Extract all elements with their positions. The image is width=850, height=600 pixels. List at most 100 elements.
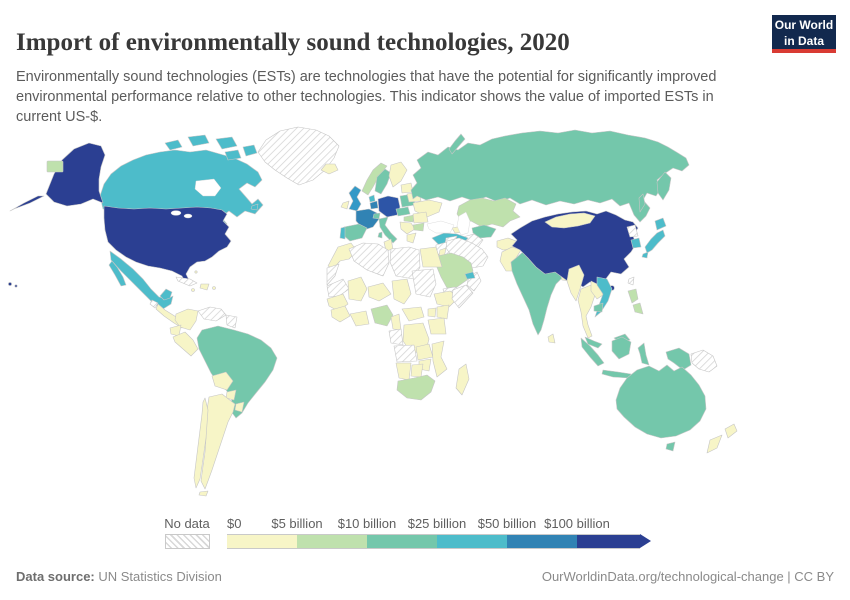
country-switzerland[interactable]: [372, 212, 381, 220]
country-sweden[interactable]: [374, 168, 392, 195]
small-territory-marker[interactable]: [46, 160, 64, 173]
country-north-korea[interactable]: [626, 224, 639, 238]
country-portugal[interactable]: [339, 226, 346, 240]
country-canada-arctic-2[interactable]: [187, 134, 210, 147]
country-norway[interactable]: [361, 162, 388, 196]
country-new-zealand-north[interactable]: [724, 423, 738, 439]
legend-segment-100-plus[interactable]: [577, 534, 640, 549]
country-bulgaria[interactable]: [412, 222, 425, 232]
country-egypt[interactable]: [419, 246, 443, 268]
country-usa-aleutians[interactable]: [9, 195, 45, 212]
country-colombia[interactable]: [174, 308, 199, 331]
country-france[interactable]: [355, 208, 380, 231]
country-hungary[interactable]: [403, 214, 415, 223]
country-united-kingdom[interactable]: [348, 185, 362, 212]
country-car[interactable]: [401, 306, 425, 322]
country-philippines-mindanao[interactable]: [632, 302, 644, 315]
country-somalia[interactable]: [451, 284, 474, 309]
country-paraguay[interactable]: [225, 389, 237, 401]
country-netherlands[interactable]: [369, 200, 379, 210]
country-russia-kamchatka[interactable]: [656, 171, 672, 201]
country-italy-sardinia[interactable]: [377, 231, 383, 239]
country-mali[interactable]: [347, 276, 368, 302]
country-russia-sakhalin[interactable]: [638, 193, 646, 213]
country-nigeria[interactable]: [370, 304, 394, 327]
country-peru[interactable]: [172, 331, 199, 357]
country-italy[interactable]: [378, 216, 398, 244]
legend-segment-5-10[interactable]: [297, 534, 367, 549]
country-mexico-yucatan[interactable]: [159, 288, 173, 301]
country-uzbekistan[interactable]: [471, 224, 497, 239]
country-uganda[interactable]: [427, 307, 437, 318]
country-russia-novaya-zemlya[interactable]: [448, 133, 466, 155]
country-indonesia-sulawesi[interactable]: [637, 342, 650, 366]
country-taiwan[interactable]: [627, 276, 635, 286]
country-south-africa[interactable]: [396, 374, 436, 401]
country-algeria[interactable]: [348, 242, 390, 277]
country-kenya[interactable]: [436, 304, 450, 320]
legend-segment-0-5[interactable]: [227, 534, 297, 549]
country-germany[interactable]: [377, 195, 401, 218]
country-guinea[interactable]: [330, 305, 351, 323]
country-finland[interactable]: [388, 161, 408, 188]
country-bahamas[interactable]: [194, 270, 198, 274]
country-canada-newfoundland[interactable]: [250, 203, 259, 211]
country-cuba[interactable]: [175, 276, 198, 287]
country-tierra-del-fuego[interactable]: [198, 490, 209, 497]
country-saudi-arabia[interactable]: [435, 252, 474, 289]
country-congo[interactable]: [388, 328, 404, 346]
country-hispaniola[interactable]: [199, 283, 210, 291]
country-balkans[interactable]: [399, 221, 416, 235]
country-usa[interactable]: [103, 205, 232, 285]
country-botswana[interactable]: [410, 363, 424, 378]
legend-colorbar[interactable]: [227, 534, 651, 549]
country-romania[interactable]: [412, 211, 429, 224]
country-mexico-baja[interactable]: [108, 260, 127, 287]
country-sudan[interactable]: [411, 268, 437, 298]
legend-segment-25-50[interactable]: [437, 534, 507, 549]
country-tanzania[interactable]: [427, 317, 447, 335]
country-usa-hawaii-1[interactable]: [8, 282, 12, 286]
country-iceland[interactable]: [320, 163, 339, 175]
country-venezuela[interactable]: [197, 306, 227, 322]
country-myanmar[interactable]: [566, 264, 585, 302]
country-uae[interactable]: [464, 271, 476, 280]
country-greece[interactable]: [406, 232, 417, 244]
country-chile[interactable]: [193, 397, 209, 489]
country-canada-arctic-1[interactable]: [164, 139, 183, 151]
country-usa-hawaii-2[interactable]: [14, 284, 18, 288]
country-usa-alaska[interactable]: [45, 142, 106, 207]
country-malaysia[interactable]: [584, 336, 603, 349]
country-jamaica[interactable]: [191, 288, 195, 292]
country-japan-hokkaido[interactable]: [654, 217, 667, 231]
country-mauritania[interactable]: [326, 278, 350, 298]
country-puerto-rico[interactable]: [212, 286, 216, 290]
country-western-sahara[interactable]: [326, 263, 340, 286]
country-brazil[interactable]: [196, 325, 278, 419]
attribution-link[interactable]: OurWorldinData.org/technological-change …: [541, 569, 834, 584]
country-mongolia[interactable]: [544, 212, 596, 229]
country-papua-new-guinea[interactable]: [690, 349, 718, 373]
country-chad[interactable]: [391, 278, 412, 305]
country-madagascar[interactable]: [455, 363, 470, 396]
country-south-korea[interactable]: [630, 237, 642, 249]
country-philippines-luzon[interactable]: [627, 288, 639, 304]
legend-segment-50-100[interactable]: [507, 534, 577, 549]
owid-logo[interactable]: Our World in Data: [772, 15, 836, 54]
country-indonesia-sumatra[interactable]: [580, 337, 605, 367]
country-china[interactable]: [510, 210, 639, 288]
country-canada-arctic-3[interactable]: [215, 136, 238, 150]
country-indonesia-borneo[interactable]: [611, 336, 632, 360]
legend-segment-10-25[interactable]: [367, 534, 437, 549]
country-czechia-austria[interactable]: [395, 206, 411, 217]
country-namibia[interactable]: [395, 362, 412, 381]
country-new-zealand-south[interactable]: [706, 434, 723, 454]
country-guatemala[interactable]: [149, 299, 159, 309]
country-angola[interactable]: [393, 344, 418, 363]
country-australia-tasmania[interactable]: [665, 441, 676, 452]
country-greenland[interactable]: [257, 126, 340, 186]
country-cambodia[interactable]: [593, 302, 604, 313]
country-japan-kyushu[interactable]: [641, 251, 649, 259]
country-spain[interactable]: [342, 223, 368, 242]
country-denmark[interactable]: [368, 194, 376, 203]
